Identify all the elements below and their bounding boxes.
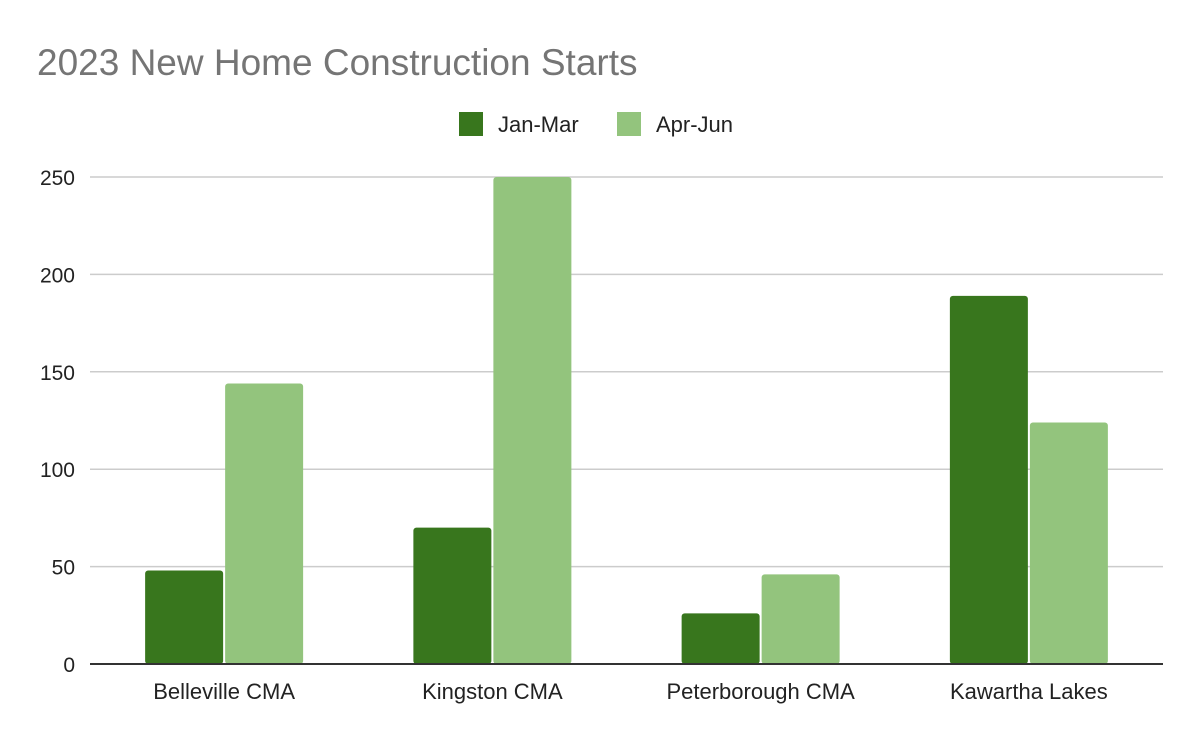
y-tick-label: 50 <box>52 557 75 580</box>
bar-apr-jun-kawartha-lakes <box>1029 422 1108 664</box>
legend: Jan-Mar Apr-Jun <box>459 112 733 137</box>
bar-jan-mar-belleville-cma <box>145 570 224 664</box>
bars <box>145 177 1108 664</box>
y-tick-label: 250 <box>40 167 75 190</box>
y-tick-label: 100 <box>40 459 75 482</box>
bar-apr-jun-peterborough-cma <box>761 574 840 664</box>
bar-jan-mar-kingston-cma <box>413 527 492 664</box>
legend-label-jan-mar: Jan-Mar <box>498 112 579 137</box>
x-category-label: Peterborough CMA <box>666 679 855 704</box>
bar-jan-mar-peterborough-cma <box>681 613 760 664</box>
legend-label-apr-jun: Apr-Jun <box>656 112 733 137</box>
y-tick-label: 200 <box>40 264 75 287</box>
y-axis-tick-labels: 0 50 100 150 200 250 <box>40 167 75 677</box>
legend-swatch-jan-mar <box>459 112 483 136</box>
y-tick-label: 150 <box>40 362 75 385</box>
x-axis-category-labels: Belleville CMA Kingston CMA Peterborough C… <box>153 679 1108 704</box>
x-category-label: Belleville CMA <box>153 679 295 704</box>
chart-title: 2023 New Home Construction Starts <box>37 42 638 83</box>
legend-swatch-apr-jun <box>617 112 641 136</box>
bar-jan-mar-kawartha-lakes <box>949 295 1028 664</box>
bar-apr-jun-kingston-cma <box>493 177 572 664</box>
x-category-label: Kawartha Lakes <box>950 679 1108 704</box>
bar-apr-jun-belleville-cma <box>225 383 304 664</box>
y-tick-label: 0 <box>63 654 75 677</box>
x-category-label: Kingston CMA <box>422 679 563 704</box>
